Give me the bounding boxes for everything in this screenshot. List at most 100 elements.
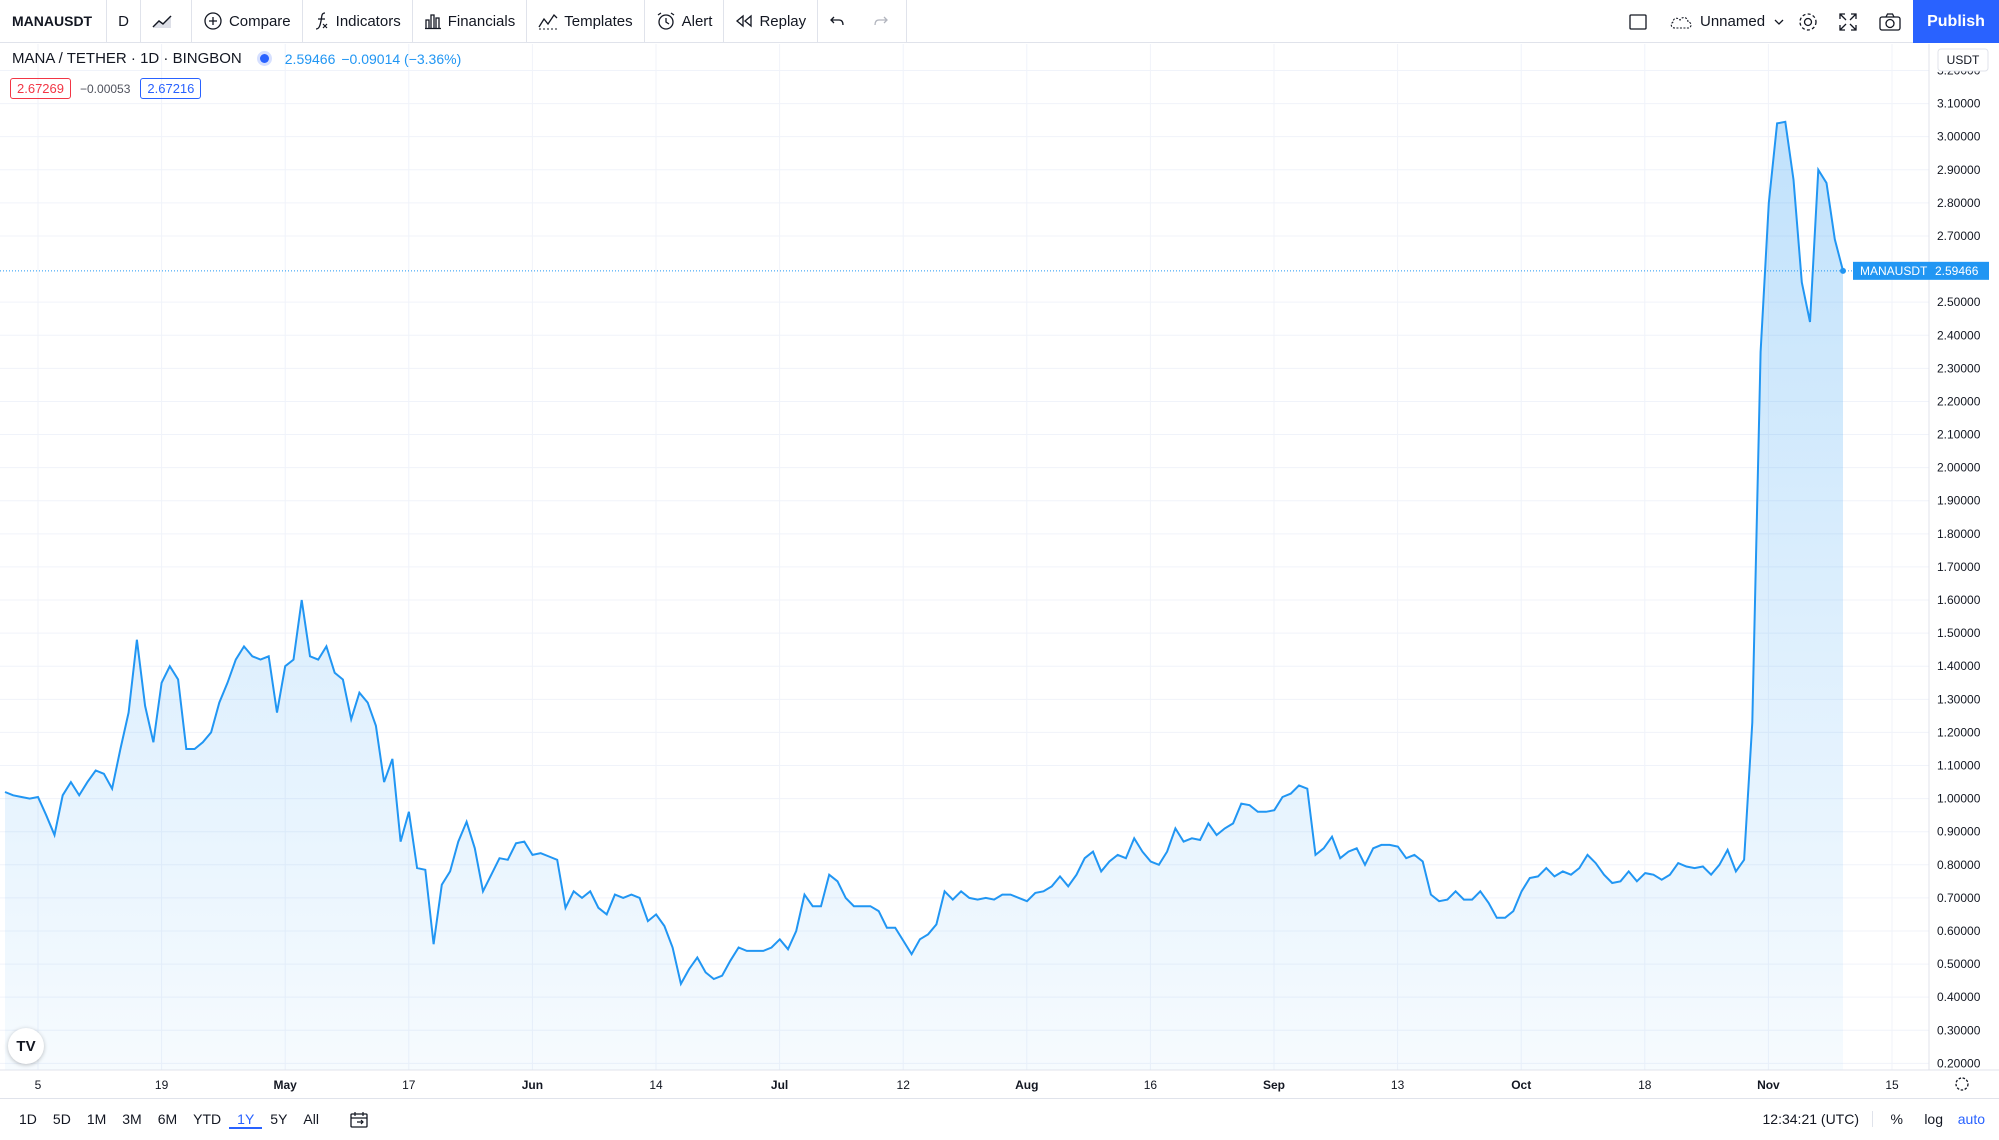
- financials-button[interactable]: Financials: [413, 0, 528, 43]
- top-toolbar: MANAUSDT D Compare Indicators Financials…: [0, 0, 1999, 43]
- cloud-icon: [1670, 16, 1692, 29]
- x-tick-label: 13: [1391, 1078, 1405, 1092]
- axis-settings-button[interactable]: [1955, 1077, 1969, 1091]
- market-status-icon: [259, 54, 269, 63]
- auto-scale-button[interactable]: auto: [1957, 1111, 1985, 1127]
- y-tick-label: 0.50000: [1937, 957, 1981, 971]
- chevron-down-icon: [1774, 19, 1784, 25]
- y-tick-label: 0.20000: [1937, 1056, 1981, 1070]
- settings-button[interactable]: [1797, 0, 1819, 43]
- price-chart[interactable]: 3.200003.100003.000002.900002.800002.700…: [0, 44, 1999, 1098]
- y-tick-label: 2.50000: [1937, 295, 1981, 309]
- layout-name-button[interactable]: Unnamed: [1668, 0, 1785, 43]
- y-tick-label: 3.00000: [1937, 130, 1981, 144]
- percent-scale-button[interactable]: %: [1871, 1111, 1903, 1127]
- compare-label: Compare: [228, 12, 291, 30]
- function-icon: [315, 12, 328, 30]
- financials-label: Financials: [447, 12, 516, 30]
- range-button-6m[interactable]: 6M: [157, 1110, 178, 1127]
- alarm-clock-icon: [657, 12, 674, 30]
- y-tick-label: 2.20000: [1937, 394, 1981, 408]
- layout-toggle-button[interactable]: [1628, 0, 1648, 43]
- square-layout-icon: [1629, 13, 1647, 30]
- symbol-search-button[interactable]: MANAUSDT: [0, 0, 108, 43]
- bar-chart-icon: [424, 14, 441, 30]
- undo-button[interactable]: [818, 0, 862, 43]
- plus-circle-icon: [204, 12, 222, 30]
- goto-date-button[interactable]: [349, 1111, 369, 1129]
- x-tick-label: May: [274, 1078, 298, 1092]
- currency-label: USDT: [1947, 53, 1980, 67]
- series-title[interactable]: MANA / TETHER · 1D · BINGBON: [12, 50, 242, 67]
- y-tick-label: 1.30000: [1937, 692, 1981, 706]
- y-tick-label: 1.70000: [1937, 560, 1981, 574]
- y-tick-label: 0.30000: [1937, 1023, 1981, 1037]
- compare-button[interactable]: Compare: [192, 0, 303, 43]
- buy-price-button[interactable]: 2.67216: [140, 78, 202, 99]
- fullscreen-icon: [1839, 12, 1857, 31]
- snapshot-button[interactable]: [1878, 0, 1902, 43]
- price-area-fill: [5, 121, 1843, 1071]
- last-price-value: 2.59466: [1935, 264, 1979, 278]
- x-tick-label: 15: [1885, 1078, 1899, 1092]
- x-tick-label: 17: [402, 1078, 416, 1092]
- y-tick-label: 2.10000: [1937, 428, 1981, 442]
- area-chart-icon: [152, 15, 172, 28]
- replay-button[interactable]: Replay: [724, 0, 819, 43]
- interval-button[interactable]: D: [107, 0, 141, 43]
- y-tick-label: 1.80000: [1937, 527, 1981, 541]
- fullscreen-button[interactable]: [1838, 0, 1858, 43]
- alert-button[interactable]: Alert: [645, 0, 725, 43]
- indicators-button[interactable]: Indicators: [303, 0, 413, 43]
- date-range-buttons: 1D 5D 1M 3M 6M YTD 1Y 5Y All: [11, 1111, 327, 1129]
- y-tick-label: 3.10000: [1937, 97, 1981, 111]
- sell-price-button[interactable]: 2.67269: [10, 78, 71, 99]
- price-axis[interactable]: 3.200003.100003.000002.900002.800002.700…: [1937, 63, 1981, 1070]
- y-tick-label: 1.60000: [1937, 593, 1981, 607]
- range-button-5d[interactable]: 5D: [52, 1110, 71, 1127]
- y-tick-label: 2.90000: [1937, 163, 1981, 177]
- range-button-ytd[interactable]: YTD: [193, 1110, 222, 1127]
- y-tick-label: 2.80000: [1937, 196, 1981, 210]
- redo-button[interactable]: [862, 0, 908, 43]
- currency-label-box[interactable]: USDT: [1937, 48, 1989, 72]
- y-tick-label: 1.10000: [1937, 759, 1981, 773]
- chart-type-button[interactable]: [141, 0, 192, 43]
- last-price-symbol: MANAUSDT: [1860, 264, 1928, 278]
- y-tick-label: 1.20000: [1937, 725, 1981, 739]
- calendar-goto-icon: [350, 1111, 368, 1128]
- x-tick-label: 14: [649, 1078, 663, 1092]
- legend-last-value: 2.59466: [284, 50, 336, 67]
- camera-icon: [1879, 12, 1901, 31]
- time-axis[interactable]: 5 19 May 17 Jun 14 Jul 12 Aug 16 Sep 13 Oct 18 Nov 15: [35, 1078, 1899, 1092]
- range-button-3m[interactable]: 3M: [122, 1110, 142, 1127]
- range-button-all[interactable]: All: [303, 1110, 319, 1127]
- log-scale-button[interactable]: log: [1924, 1111, 1943, 1127]
- price-line: [4, 120, 1844, 987]
- range-button-1d[interactable]: 1D: [19, 1110, 37, 1127]
- layout-name: Unnamed: [1700, 13, 1766, 30]
- y-tick-label: 1.40000: [1937, 659, 1981, 673]
- y-tick-label: 0.60000: [1937, 924, 1981, 938]
- gear-icon: [1955, 1077, 1969, 1091]
- publish-button[interactable]: Publish: [1913, 0, 1999, 43]
- x-tick-label: Aug: [1015, 1078, 1038, 1092]
- y-tick-label: 0.80000: [1937, 858, 1981, 872]
- range-button-5y[interactable]: 5Y: [270, 1110, 288, 1127]
- replay-label: Replay: [759, 12, 807, 30]
- y-tick-label: 2.00000: [1937, 461, 1981, 475]
- range-button-1m[interactable]: 1M: [86, 1110, 107, 1127]
- x-tick-label: Nov: [1757, 1078, 1780, 1092]
- y-tick-label: 1.50000: [1937, 626, 1981, 640]
- last-price-dot: [1840, 267, 1846, 274]
- templates-button[interactable]: Templates: [527, 0, 645, 43]
- range-button-1y[interactable]: 1Y: [229, 1111, 263, 1129]
- indicators-label: Indicators: [335, 12, 401, 30]
- undo-icon: [830, 16, 844, 26]
- gear-icon: [1799, 12, 1817, 31]
- tradingview-logo[interactable]: TV: [8, 1028, 44, 1064]
- utc-clock[interactable]: 12:34:21 (UTC): [1762, 1111, 1859, 1127]
- x-tick-label: Sep: [1263, 1078, 1285, 1092]
- spread-value: −0.00053: [80, 81, 131, 96]
- x-tick-label: 5: [35, 1078, 42, 1092]
